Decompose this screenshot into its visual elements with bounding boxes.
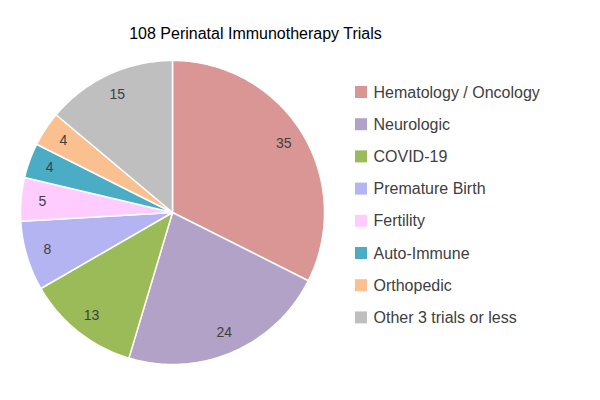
svg-text:Orthopedic: Orthopedic bbox=[374, 277, 452, 294]
svg-text:24: 24 bbox=[216, 324, 232, 340]
svg-text:4: 4 bbox=[46, 159, 54, 175]
svg-text:COVID-19: COVID-19 bbox=[374, 148, 448, 165]
svg-text:Fertility: Fertility bbox=[374, 212, 426, 229]
svg-text:Hematology / Oncology: Hematology / Oncology bbox=[374, 84, 540, 101]
svg-text:13: 13 bbox=[84, 307, 100, 323]
svg-text:108 Perinatal Immunotherapy Tr: 108 Perinatal Immunotherapy Trials bbox=[129, 25, 382, 42]
svg-text:15: 15 bbox=[109, 86, 125, 102]
svg-text:35: 35 bbox=[276, 135, 292, 151]
svg-text:5: 5 bbox=[38, 193, 46, 209]
svg-text:Premature Birth: Premature Birth bbox=[374, 180, 486, 197]
svg-text:Other 3 trials or less: Other 3 trials or less bbox=[374, 309, 517, 326]
svg-text:8: 8 bbox=[43, 241, 51, 257]
svg-text:Neurologic: Neurologic bbox=[374, 116, 450, 133]
svg-text:Auto-Immune: Auto-Immune bbox=[374, 245, 470, 262]
svg-text:4: 4 bbox=[59, 132, 67, 148]
